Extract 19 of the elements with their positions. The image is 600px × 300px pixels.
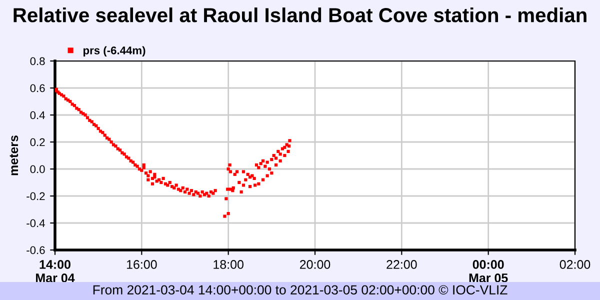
y-tick-label: 0.4 <box>30 111 45 120</box>
x-tick-label: 00:00 Mar 05 <box>469 260 508 282</box>
y-tick-label: 0.6 <box>30 84 45 92</box>
y-tick-label: 0.2 <box>30 138 45 146</box>
x-tick-label: 22:00 <box>386 260 417 269</box>
legend-label: prs (-6.44m) <box>84 46 146 57</box>
x-tick-label: 20:00 <box>300 260 330 269</box>
y-tick-label: -0.4 <box>26 219 45 228</box>
x-tick-label: 14:00 Mar 04 <box>36 260 75 282</box>
x-tick-label: 16:00 <box>126 260 157 269</box>
x-tick-label: 18:00 <box>214 260 244 269</box>
x-tick-label: 02:00 <box>560 260 590 269</box>
chart-title: Relative sealevel at Raoul Island Boat Cove station - median <box>14 8 586 22</box>
y-axis-title: meters <box>10 136 18 176</box>
y-tick-label: -0.2 <box>26 192 45 200</box>
text: From 2021-03-04 14:00+00:00 to 2021-03-05 02:00+00:00 © IOC-VLIZ <box>93 285 508 295</box>
y-tick-label: -0.6 <box>26 246 45 254</box>
y-tick-label: 0.8 <box>30 57 45 66</box>
y-tick-label: 0.0 <box>30 165 45 174</box>
